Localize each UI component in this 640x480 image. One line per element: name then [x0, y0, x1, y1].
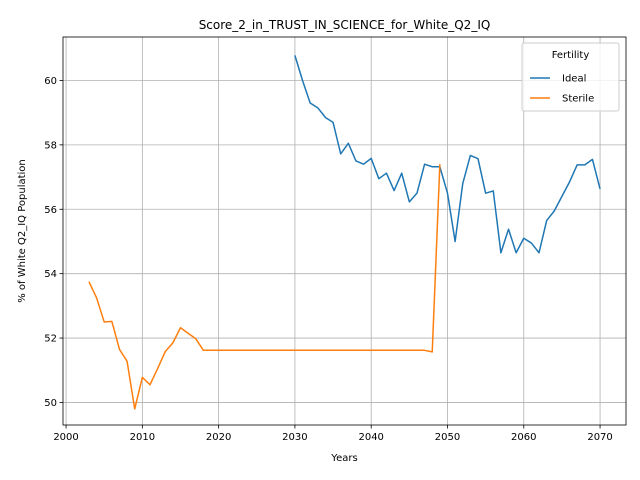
plot-frame [62, 36, 627, 426]
x-tick-label: 2060 [511, 432, 536, 443]
y-tick-label: 52 [44, 334, 57, 345]
legend-entry-ideal: Ideal [562, 74, 586, 85]
chart-title: Score_2_in_TRUST_IN_SCIENCE_for_White_Q2… [199, 18, 491, 32]
y-axis-label: % of White Q2_IQ Population [17, 159, 28, 303]
series-lines [88, 55, 601, 410]
x-tick-label: 2070 [587, 432, 612, 443]
x-tick-label: 2000 [53, 432, 78, 443]
y-tick-label: 54 [44, 269, 57, 280]
y-tick-label: 58 [44, 140, 57, 151]
legend-title: Fertility [552, 50, 590, 61]
series-line-ideal [294, 55, 601, 254]
x-tick-label: 2010 [130, 432, 155, 443]
legend: Fertility Ideal Sterile [521, 42, 620, 112]
y-tick-label: 60 [44, 76, 57, 87]
legend-box [521, 42, 620, 112]
x-tick-label: 2040 [358, 432, 383, 443]
x-tick-label: 2030 [282, 432, 307, 443]
axis-ticks: 2000 2010 2020 2030 2040 2050 2060 2070 50 52 54 56… [44, 76, 613, 443]
x-tick-label: 2050 [435, 432, 460, 443]
legend-entry-sterile: Sterile [562, 94, 594, 105]
y-tick-label: 56 [44, 205, 57, 216]
x-axis-label: Years [330, 453, 357, 464]
y-tick-label: 50 [44, 398, 57, 409]
series-line-sterile [88, 164, 441, 410]
x-tick-label: 2020 [206, 432, 231, 443]
